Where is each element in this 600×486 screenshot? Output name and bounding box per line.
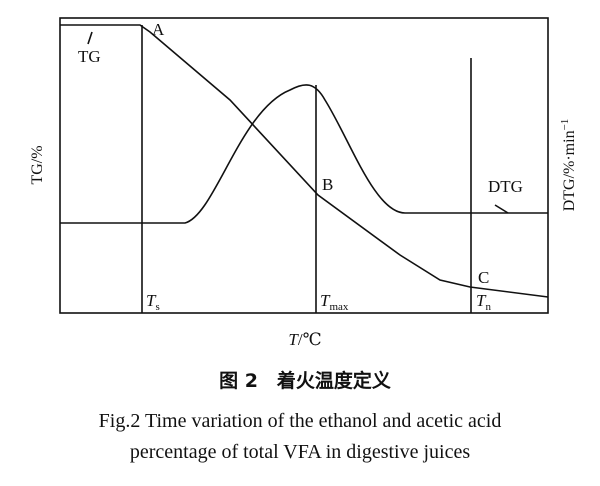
tn-main: T — [476, 291, 487, 310]
caption-en-2: percentage of total VFA in digestive jui… — [130, 441, 471, 463]
ts-label: Ts — [146, 291, 160, 313]
tn-sub: n — [485, 301, 491, 313]
bottom-axis-main: T — [288, 330, 299, 349]
right-axis-main: DTG/%·min — [561, 130, 578, 211]
tmax-sub: max — [329, 301, 348, 313]
point-b: B — [322, 175, 333, 194]
dtg-curve — [60, 84, 548, 224]
right-axis-label: DTG/%·min−1 — [559, 119, 578, 212]
tg-label: TG — [78, 47, 101, 66]
ts-sub: s — [155, 301, 159, 313]
dtg-label: DTG — [488, 177, 523, 196]
point-a: A — [152, 20, 165, 39]
left-axis-label: TG/% — [29, 145, 46, 184]
point-c: C — [478, 268, 489, 287]
caption-cn: 图 2 着火温度定义 — [219, 369, 391, 392]
bottom-axis-label: T/℃ — [288, 330, 321, 349]
right-axis-sup: −1 — [559, 119, 571, 131]
ts-main: T — [146, 291, 157, 310]
plot-frame — [59, 17, 549, 314]
tn-label: Tn — [476, 291, 491, 313]
tmax-label: Tmax — [320, 291, 349, 313]
dtg-pointer — [494, 204, 509, 214]
caption-en-1: Fig.2 Time variation of the ethanol and … — [99, 410, 502, 432]
tg-curve — [60, 24, 549, 298]
tmax-main: T — [320, 291, 331, 310]
bottom-axis-unit: /℃ — [298, 330, 322, 349]
tg-pointer — [87, 31, 93, 45]
